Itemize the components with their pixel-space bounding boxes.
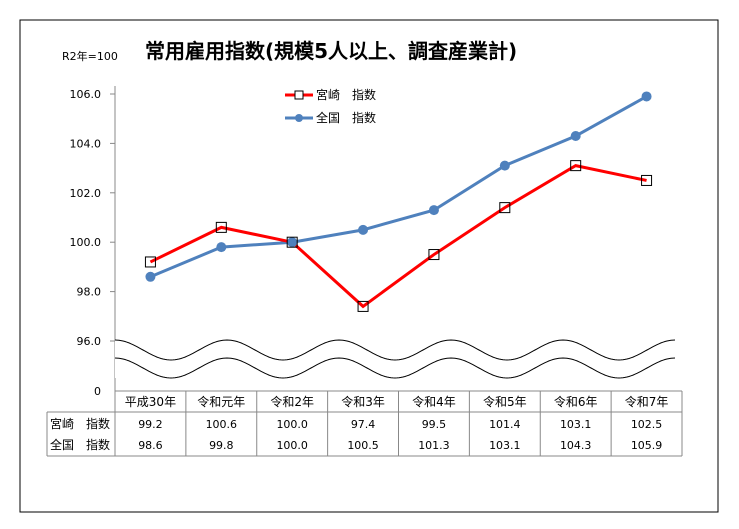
data-point [216, 242, 227, 253]
data-label: 97.4 [351, 418, 376, 431]
legend-label: 全国 指数 [316, 110, 376, 125]
data-label: 101.4 [489, 418, 521, 431]
data-point [358, 224, 369, 235]
table-row-label: 全国 指数 [50, 437, 110, 452]
y-tick-label: 96.0 [77, 335, 102, 348]
data-point [286, 236, 298, 248]
data-label: 103.1 [489, 439, 521, 452]
axis-break-wave [114, 357, 676, 379]
data-label: 99.8 [209, 439, 234, 452]
category-label: 令和6年 [554, 394, 598, 409]
data-label: 100.6 [206, 418, 238, 431]
series-line-1 [149, 95, 648, 279]
data-label: 100.5 [347, 439, 379, 452]
data-point [641, 91, 652, 102]
y-zero-label: 0 [94, 385, 101, 398]
data-label: 100.0 [276, 418, 308, 431]
table-row-label: 宮崎 指数 [50, 416, 110, 431]
data-label: 100.0 [276, 439, 308, 452]
data-point [499, 160, 510, 171]
y-tick-label: 100.0 [70, 236, 102, 249]
data-label: 99.5 [422, 418, 447, 431]
y-tick-label: 106.0 [70, 88, 102, 101]
data-point [287, 237, 298, 248]
unit-note: R2年=100 [62, 49, 118, 63]
legend-marker [295, 114, 303, 122]
chart-title: 常用雇用指数(規模5人以上、調査産業計) [145, 39, 517, 63]
y-tick-label: 104.0 [70, 137, 102, 150]
legend-marker [294, 90, 304, 100]
data-point [570, 160, 582, 172]
y-tick-label: 98.0 [77, 286, 102, 299]
chart-border [19, 19, 719, 513]
data-point [144, 256, 156, 268]
legend-label: 宮崎 指数 [316, 87, 376, 102]
data-label: 101.3 [418, 439, 450, 452]
data-point [570, 130, 581, 141]
data-point [357, 300, 369, 312]
data-label: 105.9 [631, 439, 663, 452]
data-point [215, 221, 227, 233]
data-label: 102.5 [631, 418, 663, 431]
category-label: 令和7年 [625, 394, 669, 409]
axis-break-wave [114, 339, 676, 361]
data-point [641, 174, 653, 186]
data-label: 103.1 [560, 418, 592, 431]
data-point [428, 205, 439, 216]
category-label: 令和元年 [197, 394, 245, 409]
data-label: 98.6 [138, 439, 163, 452]
category-label: 令和2年 [270, 394, 314, 409]
data-point [145, 271, 156, 282]
category-label: 平成30年 [125, 395, 176, 409]
y-tick-label: 102.0 [70, 187, 102, 200]
data-label: 99.2 [138, 418, 163, 431]
data-point [428, 249, 440, 261]
data-point [499, 202, 511, 214]
series-line-0 [149, 164, 647, 309]
category-label: 令和4年 [412, 394, 456, 409]
category-label: 令和3年 [341, 394, 385, 409]
category-label: 令和5年 [483, 394, 527, 409]
data-label: 104.3 [560, 439, 592, 452]
